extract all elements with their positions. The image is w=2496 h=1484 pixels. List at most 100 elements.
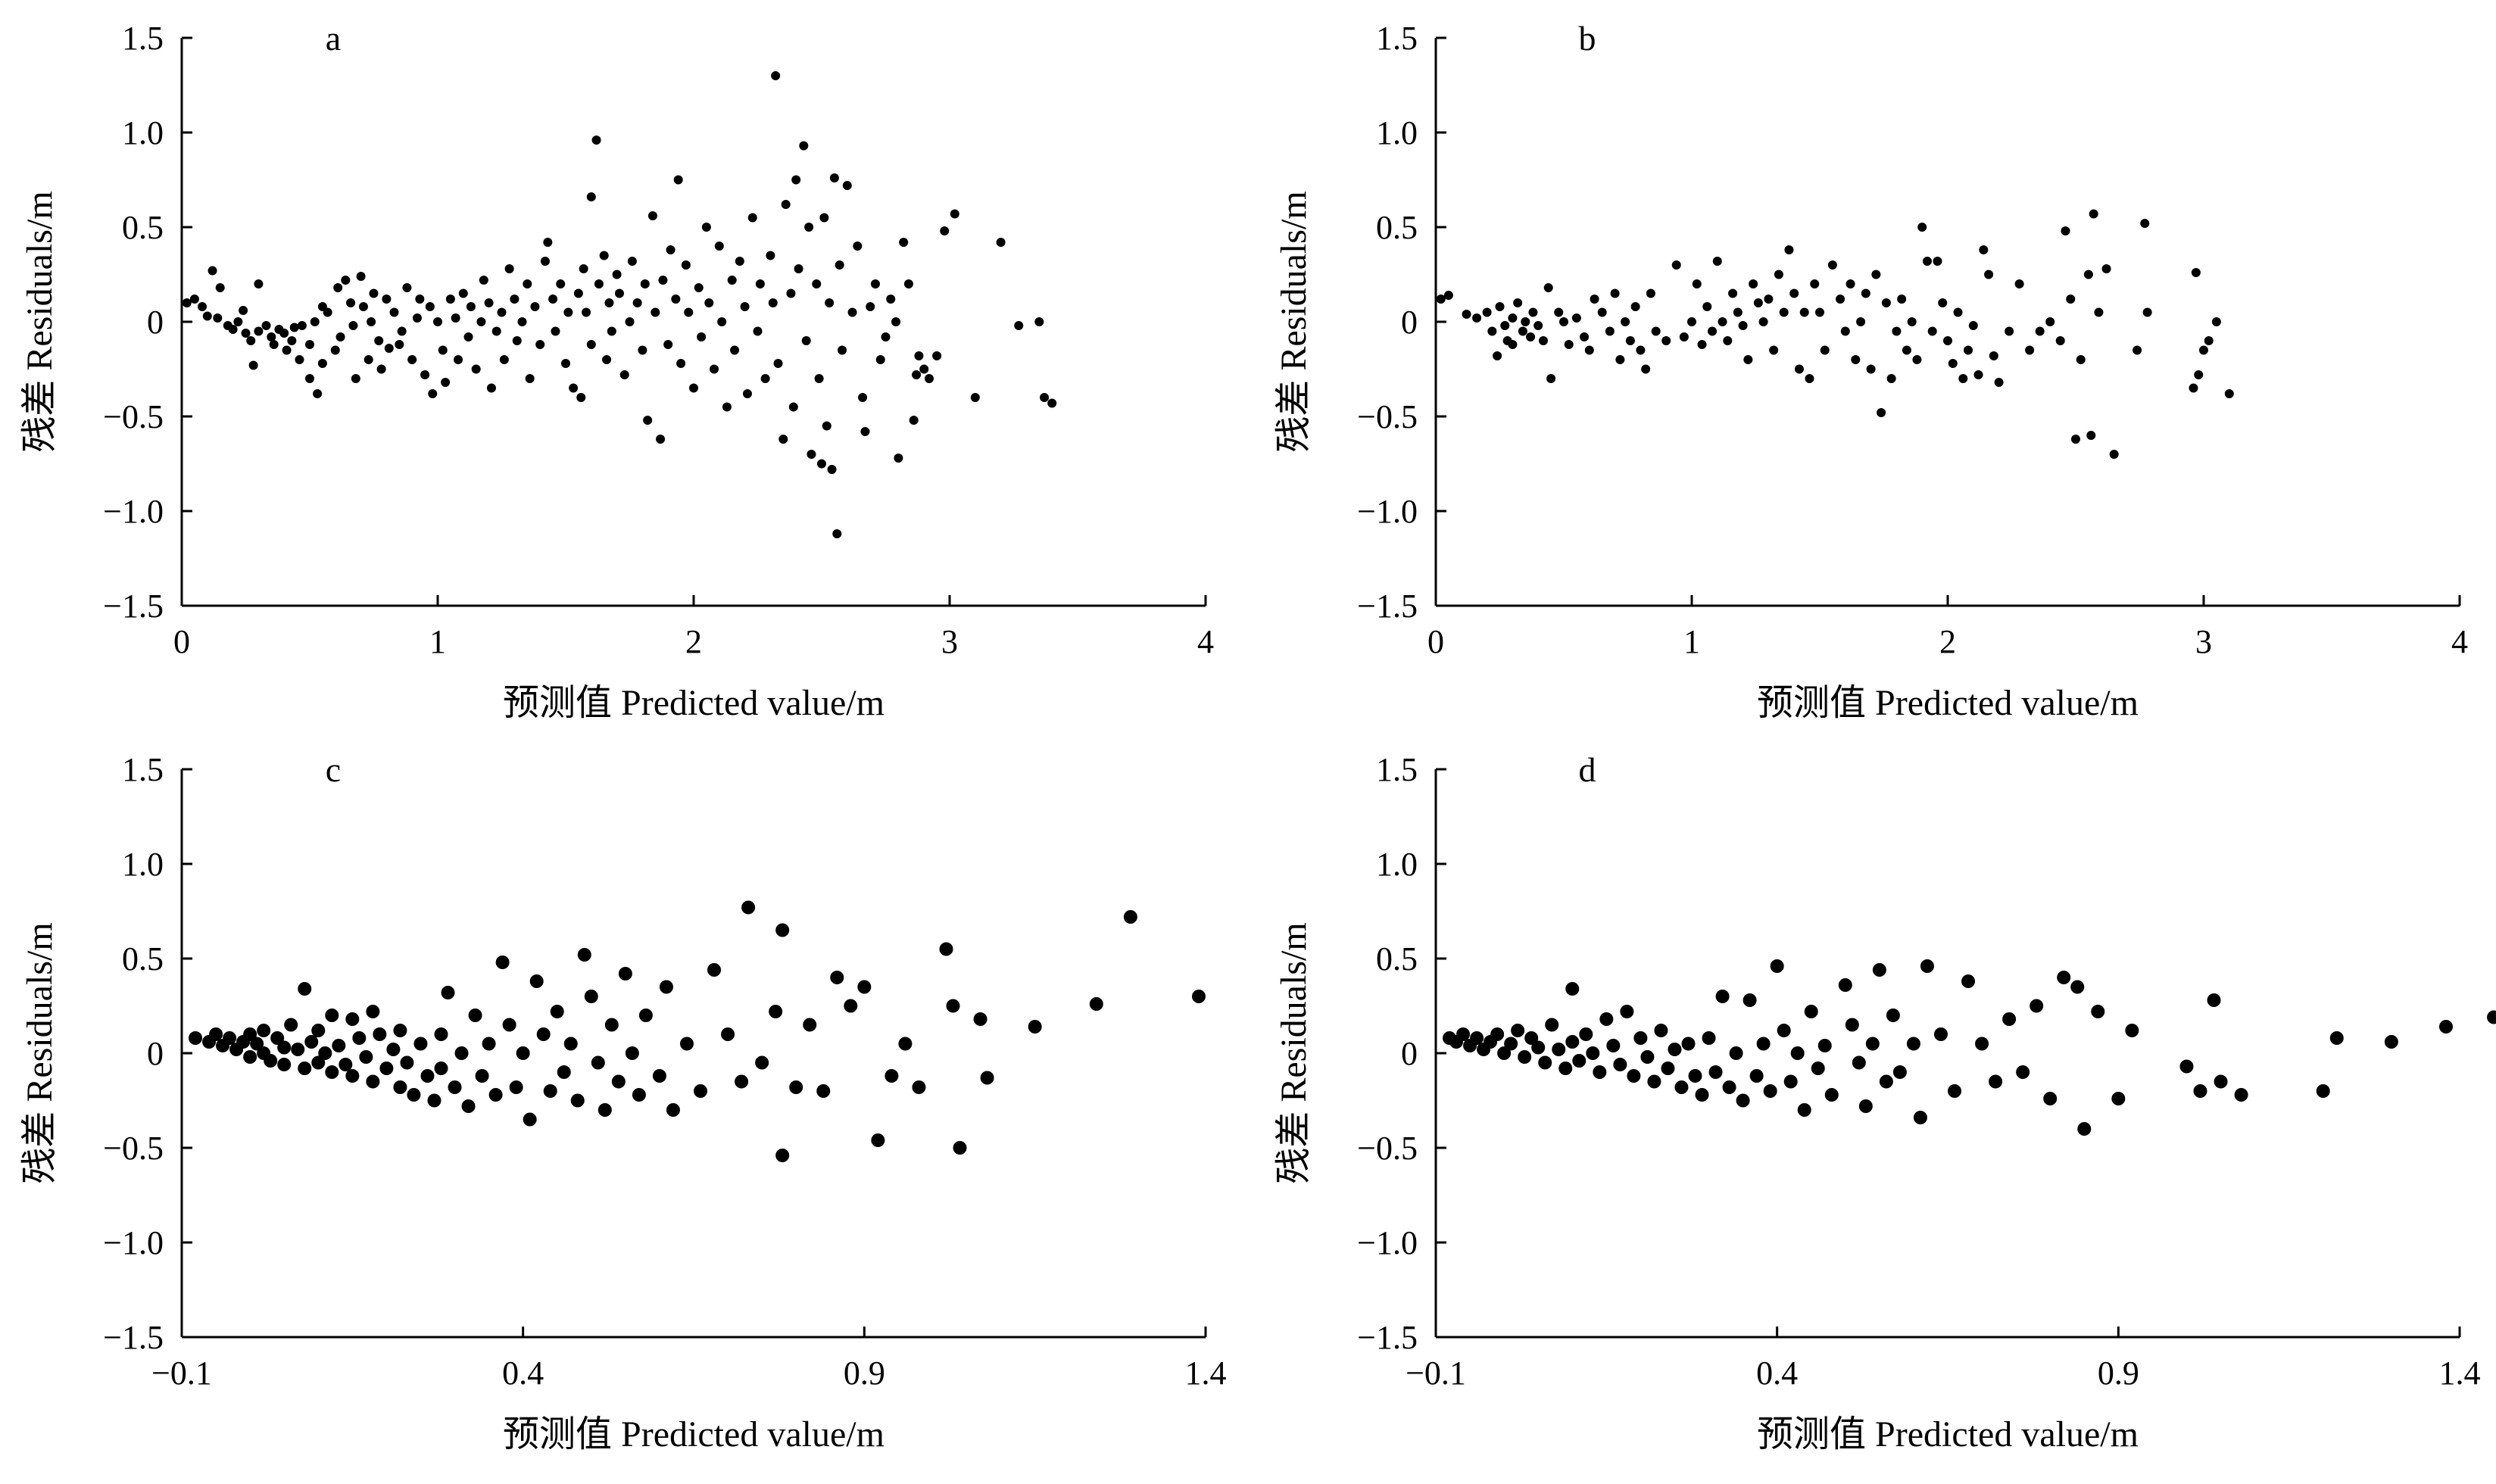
data-point [458, 288, 468, 298]
data-point [369, 288, 379, 298]
y-tick-label: 1.0 [122, 846, 164, 883]
data-point [463, 332, 473, 341]
data-point [2070, 980, 2085, 994]
data-point [535, 340, 545, 349]
data-point [352, 1031, 367, 1045]
data-point [570, 1093, 585, 1108]
data-point [264, 1054, 278, 1068]
y-tick-label: −1.0 [1357, 493, 1418, 530]
data-point [298, 1062, 312, 1075]
data-point [1625, 336, 1635, 345]
data-point [1979, 245, 1989, 254]
data-point [400, 1055, 414, 1070]
data-point [1584, 345, 1594, 355]
data-point [579, 264, 588, 273]
data-point [742, 389, 752, 398]
y-tick-label: 0 [1401, 304, 1418, 341]
data-point [801, 336, 811, 345]
data-point [1733, 307, 1743, 317]
data-point [1774, 270, 1783, 279]
data-point [825, 298, 835, 307]
data-point [1783, 1074, 1798, 1089]
data-point [1580, 332, 1590, 341]
y-tick-label: −1.0 [103, 493, 164, 530]
data-point [536, 1027, 551, 1041]
data-point [433, 317, 442, 326]
data-point [2224, 389, 2234, 398]
data-point [233, 317, 243, 326]
data-point [1938, 298, 1948, 307]
data-point [1495, 302, 1505, 311]
data-point [1913, 1111, 1927, 1124]
data-point [530, 302, 540, 311]
data-point [694, 1084, 708, 1098]
data-point [1708, 1065, 1723, 1079]
data-point [656, 435, 666, 444]
y-tick-label: 0 [147, 304, 164, 341]
data-point [1866, 364, 1876, 374]
data-point [1526, 332, 1536, 341]
data-point [529, 974, 544, 988]
data-point [1633, 1031, 1648, 1045]
data-point [778, 435, 788, 444]
data-point [625, 1046, 639, 1060]
data-point [1695, 1088, 1709, 1102]
data-point [1738, 321, 1748, 330]
data-point [594, 279, 604, 288]
data-point [735, 257, 744, 266]
data-point [1784, 245, 1794, 254]
data-point [753, 326, 763, 336]
data-point [1586, 1046, 1600, 1060]
data-point [659, 980, 673, 994]
data-point [1620, 1005, 1634, 1018]
data-point [866, 302, 875, 311]
data-point [2061, 226, 2070, 235]
data-point [1564, 340, 1574, 349]
data-point [1953, 307, 1963, 317]
data-point [335, 332, 345, 341]
data-point [363, 355, 373, 364]
data-point [599, 251, 609, 260]
data-point [1028, 1020, 1042, 1034]
data-point [202, 311, 212, 321]
data-point [2055, 336, 2065, 345]
data-point [1674, 1080, 1689, 1094]
data-point [1886, 374, 1896, 383]
data-point [479, 276, 488, 285]
data-point [1661, 1062, 1675, 1075]
data-point [2057, 971, 2071, 984]
data-point [2384, 1035, 2398, 1049]
y-tick-label: 0 [147, 1035, 164, 1072]
y-tick-label: −1.5 [1357, 1319, 1418, 1356]
data-point [1443, 291, 1453, 300]
data-point [1518, 1050, 1532, 1064]
data-point [1820, 345, 1830, 355]
data-point [651, 307, 660, 317]
data-point [393, 1080, 407, 1094]
data-point [769, 1005, 783, 1018]
data-point [844, 999, 858, 1013]
data-point [741, 900, 756, 915]
data-point [413, 1037, 428, 1051]
data-point [339, 1058, 353, 1071]
data-point [1668, 1043, 1682, 1056]
y-tick-label: 1.5 [122, 20, 164, 57]
data-point [760, 374, 770, 383]
data-point [2234, 1088, 2248, 1102]
data-point [1736, 1093, 1750, 1108]
data-point [755, 1055, 769, 1070]
data-point [1641, 364, 1651, 374]
x-tick-label: 0.9 [2098, 1355, 2139, 1392]
data-point [1861, 288, 1870, 298]
data-point [277, 1040, 292, 1055]
data-point [448, 1080, 462, 1094]
data-point [1743, 355, 1753, 364]
x-tick-label: 0.9 [844, 1355, 885, 1392]
data-point [346, 298, 356, 307]
data-point [298, 982, 312, 996]
data-point [1597, 307, 1607, 317]
data-point [1565, 1035, 1580, 1049]
data-point [1838, 978, 1852, 992]
data-point [1640, 1050, 1655, 1064]
x-tick-label: 4 [2451, 623, 2468, 660]
